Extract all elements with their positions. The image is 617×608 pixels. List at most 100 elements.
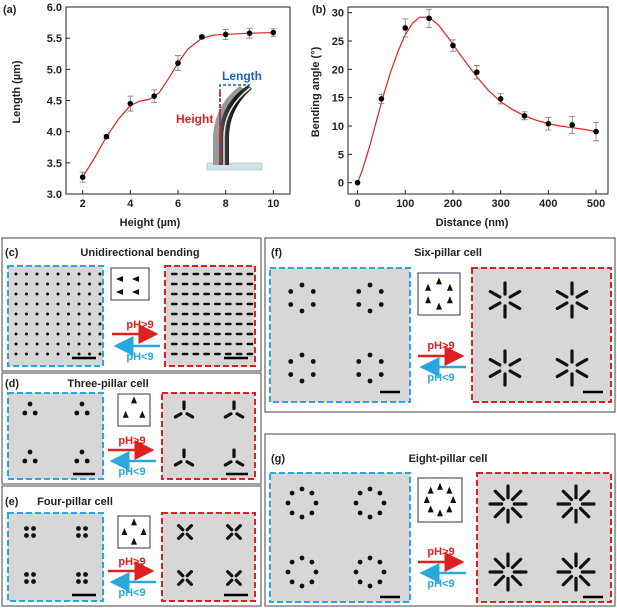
pillar bbox=[14, 322, 18, 326]
micrograph bbox=[165, 266, 255, 366]
pillar bbox=[27, 401, 33, 407]
pillar bbox=[77, 272, 81, 276]
panel-c-title: Unidirectional bending bbox=[80, 247, 199, 259]
y-tick-label: 0 bbox=[338, 178, 344, 190]
pillar bbox=[77, 292, 81, 296]
pillar bbox=[289, 510, 295, 516]
y-tick-label: 20 bbox=[332, 64, 344, 76]
micrograph-border bbox=[7, 392, 104, 480]
pillar bbox=[46, 332, 49, 336]
pillar bbox=[98, 302, 102, 306]
schematic-pillar bbox=[121, 528, 128, 535]
micrograph-border bbox=[269, 472, 411, 603]
micrograph-border bbox=[471, 267, 612, 403]
pillar bbox=[14, 292, 18, 296]
pillar bbox=[299, 583, 305, 589]
bent-pillar bbox=[578, 557, 591, 570]
pillar bbox=[98, 292, 102, 296]
pillar bbox=[378, 372, 384, 377]
schematic-pillar bbox=[131, 396, 137, 404]
pillar bbox=[299, 308, 305, 314]
pillar bbox=[367, 514, 373, 520]
bent-pillar bbox=[510, 557, 523, 570]
x-tick-label: 300 bbox=[491, 198, 509, 210]
chart-b-ylabel: Bending angle (°) bbox=[310, 46, 322, 137]
pillar bbox=[67, 302, 70, 306]
pillar bbox=[377, 510, 383, 516]
pillar bbox=[56, 332, 60, 336]
bent-pillar bbox=[488, 369, 502, 379]
pillar bbox=[76, 579, 81, 584]
micrograph bbox=[8, 393, 103, 479]
pillar bbox=[46, 282, 49, 286]
panel-g-label: (g) bbox=[271, 453, 285, 465]
bent-pillar bbox=[578, 506, 591, 519]
data-point bbox=[474, 69, 480, 75]
pillar bbox=[367, 583, 373, 589]
bent-pillar bbox=[185, 412, 195, 419]
bent-pillar bbox=[575, 301, 589, 311]
bent-pillar bbox=[493, 489, 506, 502]
micrograph-border bbox=[7, 265, 104, 367]
bent-pillar bbox=[226, 524, 234, 532]
pillar bbox=[88, 312, 91, 316]
schematic-pillar bbox=[436, 277, 442, 285]
bent-pillar bbox=[223, 412, 233, 419]
pillar bbox=[98, 272, 102, 276]
pillar bbox=[88, 292, 91, 296]
bent-pillar bbox=[185, 532, 193, 540]
bent-pillar bbox=[177, 578, 185, 586]
bent-pillar bbox=[508, 301, 522, 311]
pillar bbox=[288, 372, 294, 377]
pillar bbox=[24, 526, 29, 531]
bent-pillar bbox=[234, 532, 242, 540]
pillar bbox=[84, 410, 90, 416]
x-tick-label: 0 bbox=[354, 198, 360, 210]
bent-pillar bbox=[173, 412, 183, 419]
pillar bbox=[67, 282, 70, 286]
bent-pillar bbox=[234, 570, 242, 578]
bent-pillar bbox=[488, 301, 502, 311]
pillar bbox=[56, 302, 60, 306]
pillar bbox=[14, 272, 18, 276]
panel-c-label: (c) bbox=[5, 247, 19, 259]
y-tick-label: 4.0 bbox=[47, 127, 62, 139]
schematic-pillar bbox=[446, 505, 453, 513]
pillar bbox=[25, 332, 28, 336]
ph-forward-label-c: pH>9 bbox=[126, 319, 153, 331]
pillar bbox=[288, 302, 294, 307]
pillar bbox=[299, 514, 305, 520]
x-tick-label: 100 bbox=[396, 198, 414, 210]
pillar bbox=[67, 342, 70, 346]
pillar bbox=[367, 308, 373, 314]
bent-pillar bbox=[578, 574, 591, 587]
pillar bbox=[46, 322, 49, 326]
micrograph-border bbox=[7, 512, 104, 602]
panel-e-label: (e) bbox=[5, 496, 19, 508]
pillar bbox=[25, 302, 28, 306]
fit-line bbox=[356, 16, 597, 183]
pillar bbox=[356, 372, 362, 377]
schematic-pillar bbox=[427, 486, 434, 494]
bent-pillar bbox=[173, 460, 183, 467]
pillar bbox=[46, 272, 49, 276]
y-tick-label: 4.5 bbox=[47, 96, 62, 108]
pillar bbox=[25, 292, 28, 296]
pillar bbox=[76, 533, 81, 538]
data-point bbox=[79, 174, 86, 180]
fit-line bbox=[82, 31, 274, 178]
pillar bbox=[88, 302, 91, 306]
pillar bbox=[77, 302, 81, 306]
pillar bbox=[357, 510, 363, 516]
pillar bbox=[310, 372, 316, 377]
pillar bbox=[77, 332, 81, 336]
schematic-pillar bbox=[132, 289, 139, 295]
pillar bbox=[98, 342, 102, 346]
pillar bbox=[310, 289, 316, 294]
y-tick-label: 5.5 bbox=[47, 33, 62, 45]
schematic-pillar bbox=[425, 296, 432, 304]
pillar bbox=[98, 322, 102, 326]
ph-backward-label-f: pH<9 bbox=[427, 372, 454, 384]
pillar bbox=[299, 555, 305, 561]
y-tick-label: 10 bbox=[332, 121, 344, 133]
